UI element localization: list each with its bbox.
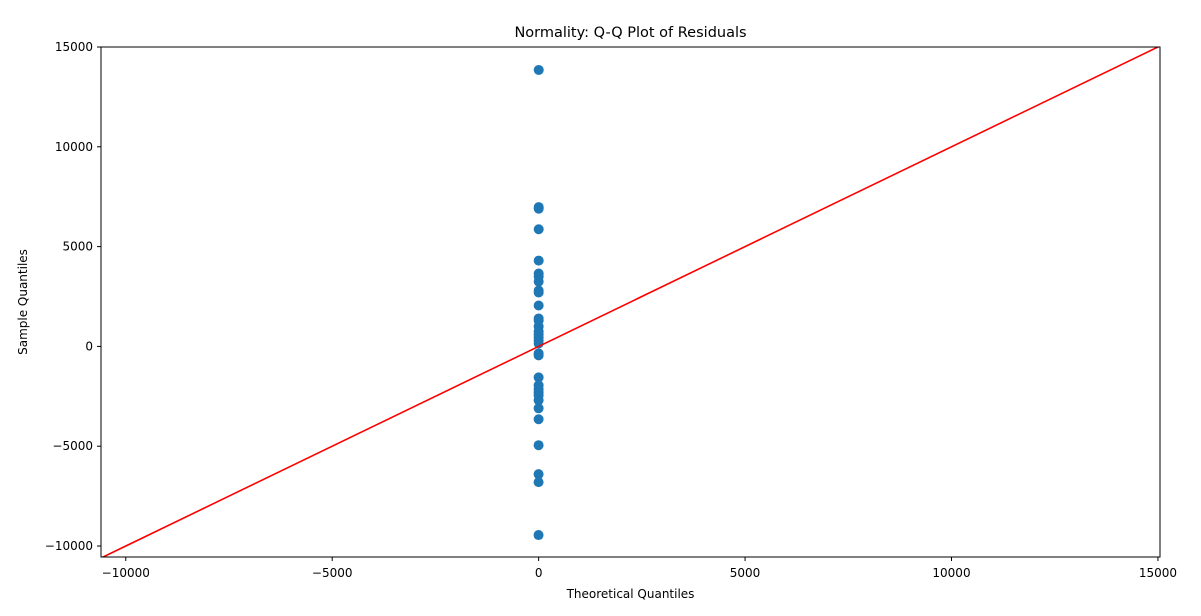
y-axis-title: Sample Quantiles: [16, 249, 30, 355]
data-point: [533, 530, 544, 541]
y-axis-ticks: −10000 −5000 0 5000 10000 15000: [45, 40, 101, 553]
data-point: [533, 403, 544, 414]
data-point: [533, 224, 544, 235]
chart-title: Normality: Q-Q Plot of Residuals: [514, 25, 746, 41]
y-tick-label: 10000: [55, 140, 93, 154]
reference-line: [101, 47, 1160, 557]
data-point: [533, 414, 544, 425]
x-axis-ticks: −10000 −5000 0 5000 10000 15000: [102, 557, 1177, 580]
data-point: [533, 255, 544, 266]
y-tick-label: −10000: [45, 539, 93, 553]
y-tick-label: 15000: [55, 40, 93, 54]
data-point: [533, 469, 544, 480]
data-point: [533, 203, 544, 214]
data-point: [533, 300, 544, 311]
y-tick-label: 0: [85, 339, 93, 353]
x-tick-label: 15000: [1139, 566, 1177, 580]
x-tick-label: 5000: [730, 566, 761, 580]
data-point: [533, 276, 544, 287]
data-point: [533, 350, 544, 361]
data-point: [533, 287, 544, 298]
x-tick-label: 0: [535, 566, 543, 580]
y-tick-label: −5000: [52, 439, 93, 453]
x-axis-title: Theoretical Quantiles: [566, 587, 695, 601]
x-tick-label: 10000: [932, 566, 970, 580]
data-point: [533, 395, 544, 406]
x-tick-label: −10000: [102, 566, 150, 580]
scatter-points: [533, 64, 544, 541]
data-point: [533, 372, 544, 383]
data-point: [533, 440, 544, 451]
data-point: [533, 64, 544, 75]
x-tick-label: −5000: [312, 566, 353, 580]
y-tick-label: 5000: [62, 240, 93, 254]
plot-frame: [100, 46, 1161, 558]
data-point: [533, 477, 544, 488]
